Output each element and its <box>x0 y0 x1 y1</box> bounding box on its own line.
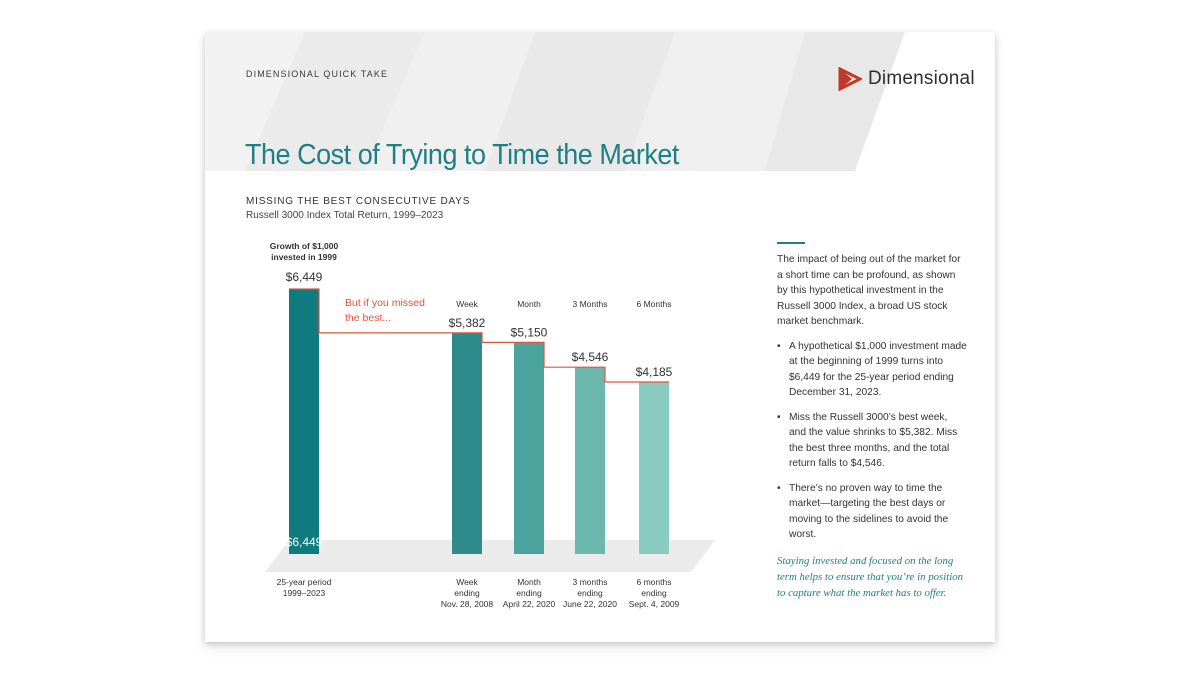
sidebar: The impact of being out of the market fo… <box>777 242 967 601</box>
bar-value-label: $5,382 <box>449 316 486 330</box>
sidebar-bullet: A hypothetical $1,000 investment made at… <box>777 339 967 401</box>
brand-logo: Dimensional <box>838 67 975 91</box>
bar-full-period <box>289 289 319 554</box>
annotation-text: the best... <box>345 312 391 324</box>
bar-category-label: Week <box>456 577 478 587</box>
bar-category-label: ending <box>516 588 542 598</box>
bar-category-label: ending <box>454 588 480 598</box>
bar-3-months <box>575 367 605 554</box>
bar-category-label: ending <box>641 588 667 598</box>
sidebar-intro: The impact of being out of the market fo… <box>777 254 961 327</box>
sidebar-rule <box>777 242 805 244</box>
full-period-header: invested in 1999 <box>271 252 337 262</box>
bar-category-label: Month <box>517 577 541 587</box>
bar-category-label: 3 months <box>573 577 608 587</box>
annotation-text: But if you missed <box>345 297 425 309</box>
brand-name: Dimensional <box>868 68 975 89</box>
bar-value-label: $4,185 <box>636 365 673 379</box>
bar-category-label: 6 months <box>637 577 672 587</box>
dimensional-logo-icon <box>838 67 862 91</box>
bar-category-label: June 22, 2020 <box>563 599 617 609</box>
full-period-category-label: 25-year period <box>277 577 332 587</box>
sidebar-bullet: Miss the Russell 3000’s best week, and t… <box>777 410 967 472</box>
eyebrow-label: DIMENSIONAL QUICK TAKE <box>246 69 389 79</box>
chart-title: MISSING THE BEST CONSECUTIVE DAYS <box>246 196 471 207</box>
bar-value-label: $4,546 <box>572 350 609 364</box>
bar-header-label: Week <box>456 299 478 309</box>
document-page: DIMENSIONAL QUICK TAKE Dimensional The C… <box>205 32 995 642</box>
bar-header-label: Month <box>517 299 541 309</box>
step-line <box>289 288 669 383</box>
sidebar-bullet-list: A hypothetical $1,000 investment made at… <box>777 339 967 543</box>
bar-header-label: 6 Months <box>637 299 672 309</box>
full-period-value-label: $6,449 <box>286 270 323 284</box>
bar-month <box>514 342 544 554</box>
full-period-category-label: 1999–2023 <box>283 588 326 598</box>
full-period-bottom-label: $6,449 <box>286 535 323 549</box>
bar-value-label: $5,150 <box>511 325 548 339</box>
bar-category-label: ending <box>577 588 603 598</box>
bar-category-label: Sept. 4, 2009 <box>629 599 680 609</box>
chart-subtitle: Russell 3000 Index Total Return, 1999–20… <box>246 210 444 221</box>
sidebar-bullet: There’s no proven way to time the market… <box>777 481 967 543</box>
bar-week <box>452 332 482 554</box>
sidebar-closing: Staying invested and focused on the long… <box>777 554 964 599</box>
full-period-header: Growth of $1,000 <box>270 241 339 251</box>
bar-category-label: April 22, 2020 <box>503 599 556 609</box>
header-band <box>205 32 995 171</box>
bar-category-label: Nov. 28, 2008 <box>441 599 494 609</box>
page-title: The Cost of Trying to Time the Market <box>245 139 679 172</box>
bar-6-months <box>639 382 669 554</box>
bar-header-label: 3 Months <box>573 299 608 309</box>
